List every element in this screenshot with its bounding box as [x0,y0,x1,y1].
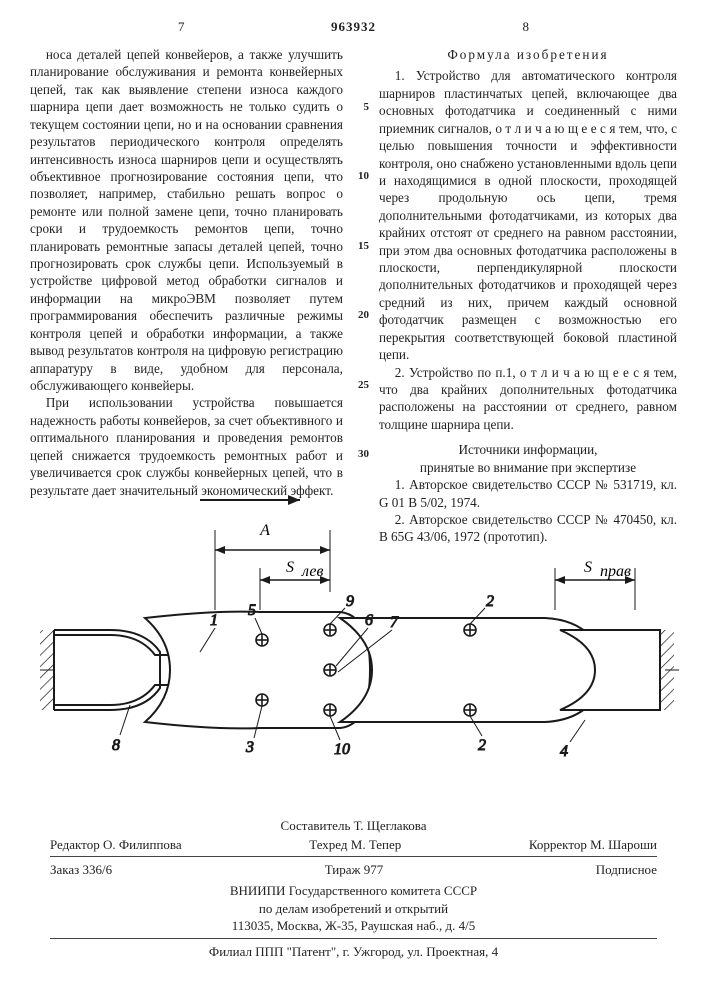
svg-text:10: 10 [334,741,350,758]
compiler: Составитель Т. Щеглакова [50,817,657,834]
svg-text:прав: прав [600,563,631,580]
line-number: 15 [353,239,369,256]
sources-title: Источники информации, принятые во вниман… [379,441,677,476]
imprint-footer: Составитель Т. Щеглакова Редактор О. Фил… [50,817,657,960]
tirazh: Тираж 977 [325,861,384,878]
branch: Филиал ППП "Патент", г. Ужгород, ул. Про… [50,943,657,960]
line-number: 25 [353,378,369,395]
document-number: 963932 [331,18,376,35]
svg-text:9: 9 [346,593,354,610]
sign: Подписное [596,861,657,878]
formula-title: Формула изобретения [379,46,677,63]
claim-1: 1. Устройство для автоматического контро… [379,67,677,363]
svg-text:7: 7 [390,614,399,631]
line-number-gutter: 5 10 15 20 25 30 [353,46,369,546]
svg-text:2: 2 [486,593,494,610]
text-columns: носа деталей цепей конвейеров, а также у… [30,46,677,546]
org-line-2: по делам изобретений и открытий [50,900,657,917]
order-no: Заказ 336/6 [50,861,112,878]
svg-text:1: 1 [210,612,218,629]
svg-text:S: S [584,559,592,576]
dimension-s-right: S прав [555,559,635,610]
tech-editor: Техред М. Тепер [309,836,401,853]
patent-page: 7 963932 8 носа деталей цепей конвейеров… [0,0,707,1000]
address: 113035, Москва, Ж-35, Раушская наб., д. … [50,917,657,934]
line-number: 5 [353,100,369,117]
corrector: Корректор М. Шароши [529,836,657,853]
drawing-svg: A S лев S прав [0,480,707,790]
svg-text:лев: лев [301,563,323,580]
direction-arrow [200,495,300,505]
right-column: Формула изобретения 1. Устройство для ав… [379,46,677,546]
dimension-s-left: S лев [260,559,330,610]
technical-drawing: A S лев S прав [0,480,707,790]
page-number-left: 7 [178,18,185,35]
left-paragraph-1: носа деталей цепей конвейеров, а также у… [30,46,343,394]
claim-2: 2. Устройство по п.1, о т л и ч а ю щ е … [379,364,677,434]
org-line-1: ВНИИПИ Государственного комитета СССР [50,882,657,899]
svg-text:5: 5 [248,602,256,619]
svg-text:2: 2 [478,737,486,754]
left-column: носа деталей цепей конвейеров, а также у… [30,46,343,546]
svg-text:8: 8 [112,737,120,754]
svg-text:4: 4 [560,743,568,760]
page-header: 7 963932 8 [30,18,677,40]
chain-assembly [40,612,674,729]
page-number-right: 8 [523,18,530,35]
svg-text:S: S [286,559,294,576]
line-number: 30 [353,447,369,464]
editor: Редактор О. Филиппова [50,836,182,853]
line-number: 10 [353,169,369,186]
svg-text:3: 3 [245,739,254,756]
label-a: A [259,522,270,539]
svg-text:6: 6 [365,612,373,629]
line-number: 20 [353,308,369,325]
